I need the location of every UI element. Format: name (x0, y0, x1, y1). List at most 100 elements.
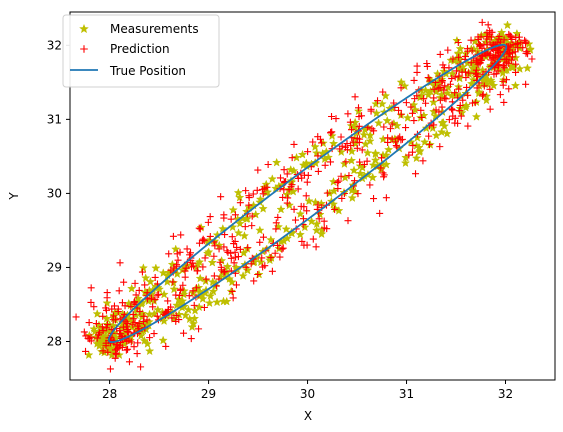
measurement-point (276, 204, 286, 214)
measurement-point (208, 286, 219, 296)
prediction-point (512, 68, 520, 76)
measurement-point (158, 268, 168, 278)
measurement-point (378, 134, 388, 144)
prediction-point (392, 141, 400, 149)
prediction-point (247, 260, 255, 268)
prediction-point (338, 194, 346, 202)
measurement-point (235, 218, 245, 228)
prediction-point (133, 350, 141, 358)
measurement-point (238, 271, 248, 280)
prediction-point (228, 233, 236, 241)
prediction-point (343, 146, 351, 154)
prediction-point (199, 263, 207, 271)
prediction-point (517, 39, 525, 47)
prediction-point (355, 138, 363, 146)
prediction-point (200, 237, 208, 245)
prediction-point (149, 303, 157, 311)
prediction-point (174, 256, 182, 264)
legend-measurements-label: Measurements (110, 22, 199, 36)
prediction-point (229, 294, 237, 302)
prediction-point (82, 332, 90, 340)
measurement-point (255, 194, 266, 204)
prediction-point (436, 143, 444, 151)
y-axis-ticks: 28 29 30 31 32 (47, 38, 70, 348)
prediction-point (418, 114, 426, 122)
prediction-point (343, 140, 351, 148)
measurement-point (510, 80, 521, 90)
measurement-point (117, 309, 128, 319)
prediction-point (236, 199, 244, 207)
prediction-point (259, 190, 267, 198)
prediction-point (274, 213, 282, 221)
prediction-point (360, 161, 368, 169)
prediction-point (187, 249, 195, 257)
prediction-point (98, 323, 106, 331)
prediction-point (511, 48, 519, 56)
prediction-point (82, 347, 90, 355)
prediction-point (167, 303, 175, 311)
measurement-point (228, 205, 238, 215)
prediction-point (173, 261, 181, 269)
prediction-point (506, 32, 514, 40)
prediction-point (80, 328, 88, 336)
prediction-point (177, 231, 185, 239)
prediction-point (115, 287, 123, 295)
measurement-point (420, 137, 430, 147)
measurement-point (347, 193, 357, 203)
prediction-point (131, 298, 139, 306)
prediction-point (315, 215, 323, 223)
prediction-point (420, 95, 428, 103)
y-axis-label: Y (7, 192, 21, 201)
prediction-point (380, 123, 388, 131)
prediction-point (141, 281, 149, 289)
measurement-point (291, 152, 302, 162)
prediction-point (129, 315, 137, 323)
prediction-point (479, 90, 487, 98)
prediction-point (231, 237, 239, 245)
prediction-point (146, 334, 154, 342)
prediction-point (486, 105, 494, 113)
prediction-point (332, 115, 340, 123)
prediction-point (366, 181, 374, 189)
prediction-point (127, 338, 135, 346)
prediction-point (134, 339, 142, 347)
prediction-point (92, 320, 100, 328)
prediction-point (422, 99, 430, 107)
prediction-point (382, 194, 390, 202)
measurement-point (389, 118, 399, 128)
measurement-point (300, 222, 310, 232)
prediction-point (242, 263, 250, 271)
prediction-point (388, 120, 396, 128)
measurement-point (92, 338, 102, 348)
prediction-point (374, 97, 382, 105)
prediction-point (483, 35, 491, 43)
measurement-point (204, 298, 215, 308)
measurement-point (439, 121, 450, 131)
prediction-point (233, 243, 241, 251)
prediction-point (402, 99, 410, 107)
measurement-point (241, 214, 251, 223)
prediction-point (244, 244, 252, 252)
prediction-point (196, 239, 204, 247)
prediction-point (85, 319, 93, 327)
measurement-point (346, 155, 357, 165)
prediction-point (528, 55, 536, 63)
legend-prediction-marker (80, 45, 88, 53)
prediction-point (249, 190, 257, 198)
prediction-point (462, 74, 470, 82)
prediction-point (189, 259, 197, 267)
prediction-point (327, 129, 335, 137)
measurement-point (297, 149, 308, 159)
prediction-point (438, 78, 446, 86)
prediction-point (455, 53, 463, 61)
measurement-point (329, 186, 339, 196)
prediction-point (377, 164, 385, 172)
prediction-point (199, 235, 207, 243)
measurement-point (428, 97, 439, 107)
prediction-point (440, 64, 448, 72)
prediction-point (220, 268, 228, 276)
prediction-point (127, 303, 135, 311)
measurement-point (442, 128, 452, 138)
prediction-point (211, 242, 219, 250)
prediction-point (151, 273, 159, 281)
